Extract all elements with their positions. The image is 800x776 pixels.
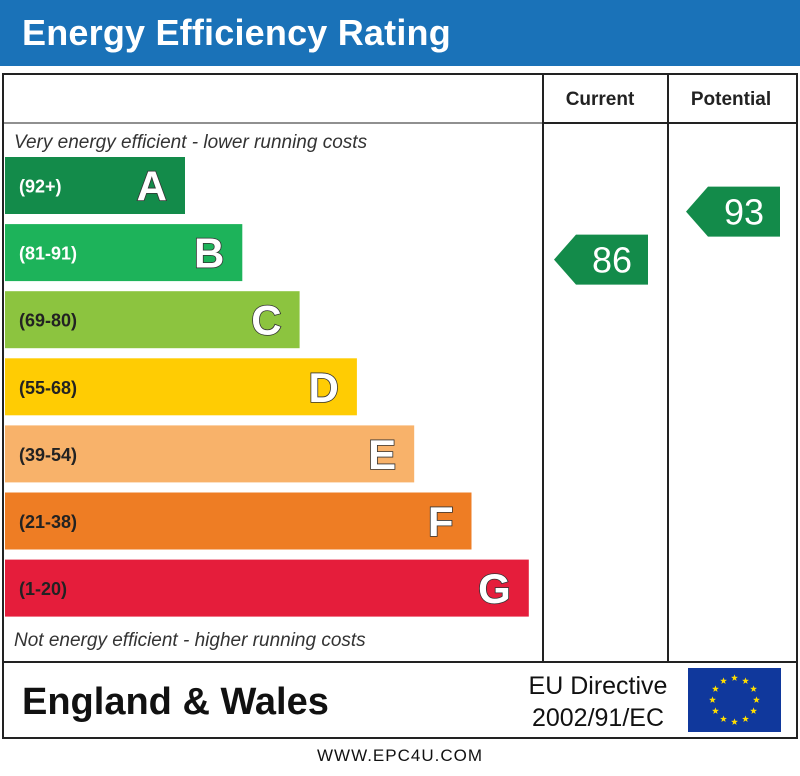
band-range-c: (69-80): [19, 311, 77, 331]
rating-arrows: 86 93: [554, 186, 780, 285]
band-letter-f: F: [428, 498, 454, 545]
band-letter-b: B: [194, 230, 224, 277]
eu-directive-line2: 2002/91/EC: [532, 704, 664, 732]
page-title: Energy Efficiency Rating: [22, 12, 451, 53]
band-range-a: (92+): [19, 177, 62, 197]
title-bar: Energy Efficiency Rating: [0, 0, 800, 66]
note-bottom: Not energy efficient - higher running co…: [14, 630, 366, 651]
potential-rating-arrow: [686, 186, 780, 237]
band-range-e: (39-54): [19, 445, 77, 465]
eu-star-icon: [750, 707, 757, 714]
potential-rating-value: 93: [724, 192, 764, 233]
eu-directive-line1: EU Directive: [529, 672, 668, 700]
eu-star-icon: [753, 696, 760, 703]
eu-star-icon: [750, 685, 757, 692]
eu-star-icon: [712, 685, 719, 692]
band-c: [5, 291, 300, 349]
potential-header: Potential: [691, 89, 771, 110]
current-header: Current: [566, 89, 635, 110]
rating-bands: (92+) A (81-91) B (69-80) C (55-68) D (39-54) E (2…: [5, 157, 529, 617]
current-rating-arrow: [554, 234, 648, 285]
band-a: [5, 157, 185, 214]
region-label: England & Wales: [22, 681, 329, 723]
eu-star-icon: [709, 696, 716, 703]
band-letter-g: G: [478, 565, 511, 612]
band-e: [5, 425, 415, 483]
band-letter-a: A: [137, 163, 167, 210]
band-d: [5, 358, 357, 416]
eu-flag-stars: [709, 674, 760, 725]
band-letter-d: D: [309, 364, 339, 411]
band-f: [5, 492, 472, 550]
band-range-b: (81-91): [19, 244, 77, 264]
eu-flag-icon: [688, 668, 781, 732]
band-range-d: (55-68): [19, 378, 77, 398]
eu-star-icon: [742, 715, 749, 722]
eu-star-icon: [720, 677, 727, 684]
eu-star-icon: [742, 677, 749, 684]
eu-star-icon: [712, 707, 719, 714]
band-range-f: (21-38): [19, 512, 77, 532]
eu-star-icon: [720, 715, 727, 722]
note-top: Very energy efficient - lower running co…: [14, 132, 368, 153]
footer-url: WWW.EPC4U.COM: [317, 746, 483, 765]
chart-frame: [2, 73, 798, 739]
eu-star-icon: [731, 718, 738, 725]
band-letter-e: E: [368, 431, 396, 478]
band-range-g: (1-20): [19, 579, 67, 599]
eu-star-icon: [731, 674, 738, 681]
band-b: [5, 224, 243, 282]
current-rating-value: 86: [592, 240, 632, 281]
band-letter-c: C: [251, 297, 281, 344]
band-g: [5, 559, 529, 617]
